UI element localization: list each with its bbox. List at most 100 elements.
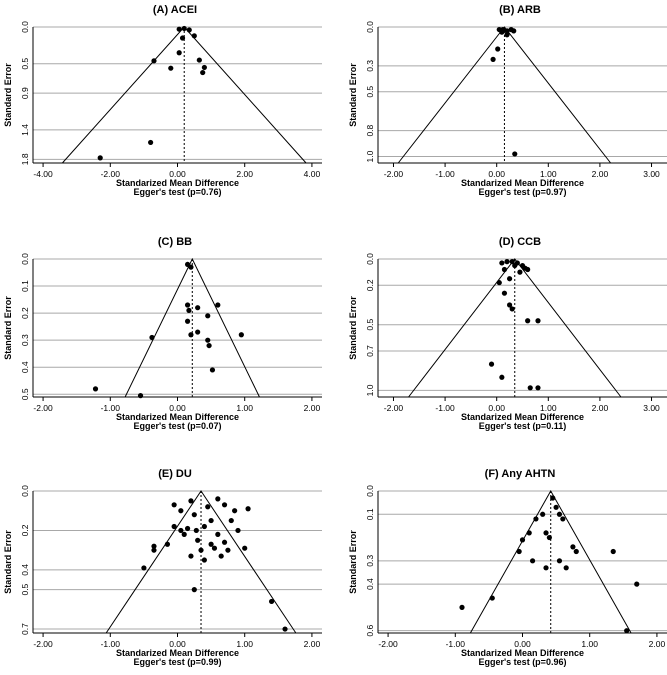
study-point: [490, 56, 496, 62]
y-tick-label: 0.4: [20, 564, 30, 576]
y-tick-label: 0.5: [20, 583, 30, 595]
study-point: [211, 545, 218, 551]
study-point: [195, 305, 201, 311]
study-point: [178, 508, 184, 514]
study-point: [509, 259, 515, 265]
study-point: [527, 385, 533, 391]
egger-test-label: Egger's test (p=0.97): [479, 187, 567, 197]
study-point: [92, 386, 99, 392]
study-point: [516, 548, 522, 555]
study-point: [97, 155, 103, 161]
x-tick-label: 2.00: [649, 639, 666, 649]
y-tick-label: 0.0: [20, 21, 30, 33]
study-point: [634, 581, 640, 587]
study-point: [184, 525, 191, 532]
study-point: [164, 541, 171, 547]
study-point: [517, 269, 523, 275]
study-point: [501, 266, 508, 273]
study-point: [137, 393, 144, 399]
y-axis-label: Standard Error: [348, 63, 358, 127]
egger-test-label: Egger's test (p=0.76): [134, 187, 222, 197]
study-point: [209, 367, 216, 373]
x-tick-label: 1.00: [236, 403, 253, 413]
study-point: [179, 35, 186, 41]
study-point: [511, 28, 517, 34]
study-point: [242, 545, 248, 551]
x-tick-label: -2.00: [384, 403, 404, 413]
study-point: [245, 506, 251, 512]
study-point: [535, 318, 541, 324]
study-point: [215, 531, 221, 537]
study-point: [499, 260, 505, 266]
study-point: [171, 502, 177, 508]
y-tick-label: 0.9: [20, 87, 30, 99]
y-tick-label: 0.0: [365, 485, 375, 497]
study-point: [176, 50, 182, 56]
y-tick-label: 0.2: [365, 279, 375, 291]
y-tick-label: 0.0: [365, 21, 375, 33]
y-tick-label: 0.7: [20, 623, 30, 635]
study-point: [201, 523, 207, 530]
study-point: [149, 334, 155, 341]
study-point: [188, 332, 194, 338]
study-point: [215, 496, 221, 502]
study-point: [218, 553, 224, 559]
y-axis-label: Standard Error: [3, 296, 13, 360]
panel-title: (A) ACEI: [153, 4, 197, 16]
study-point: [195, 537, 201, 543]
funnel-panel-5: (E) DU 0.0 0.2 0.4 0.5 0.7-2.00 -1.00 0.00 1.00 2…: [3, 468, 322, 667]
y-tick-label: 0.2: [20, 524, 30, 536]
study-point: [184, 318, 191, 324]
x-tick-label: 1.00: [540, 403, 557, 413]
funnel-panel-1: (A) ACEI 0.0 0.5 0.9 1.4 1.8-4.00 -2.00 0.00 2.0…: [3, 4, 322, 197]
study-point: [191, 33, 197, 39]
x-tick-label: 1.00: [236, 639, 253, 649]
study-point: [512, 151, 518, 157]
study-point: [171, 523, 177, 530]
y-axis-label: Standard Error: [348, 530, 358, 594]
study-point: [499, 374, 505, 380]
study-point: [151, 547, 157, 553]
study-point: [525, 318, 531, 324]
x-tick-label: -2.00: [378, 639, 398, 649]
panel-title: (B) ARB: [499, 4, 541, 16]
study-point: [526, 530, 532, 536]
x-axis-label: Standarized Mean Difference: [461, 178, 584, 188]
funnel-panel-4: (D) CCB 0.0 0.2 0.5 0.7 1.0 -2.00 -1.00 0.00 1.00…: [348, 236, 667, 431]
x-axis-label: Standarized Mean Difference: [116, 412, 239, 422]
y-tick-label: 0.8: [365, 124, 375, 136]
funnel-panel-3: (C) BB 0.0 0.1 0.2 0.3 0.4 0.5-2.00 -1.00 0.00 1.…: [3, 236, 322, 431]
study-point: [193, 527, 199, 534]
study-point: [191, 587, 197, 593]
y-tick-label: 0.3: [20, 334, 30, 346]
study-point: [525, 266, 531, 273]
egger-test-label: Egger's test (p=0.07): [134, 421, 222, 431]
study-point: [198, 547, 204, 553]
study-point: [495, 46, 501, 52]
y-tick-label: 0.7: [365, 345, 375, 357]
study-point: [151, 543, 157, 549]
study-point: [504, 259, 510, 265]
study-point: [550, 495, 556, 501]
study-point: [506, 276, 513, 282]
study-point: [573, 548, 579, 555]
study-point: [181, 531, 187, 537]
egger-test-label: Egger's test (p=0.99): [134, 657, 222, 667]
study-point: [543, 530, 549, 536]
study-point: [506, 302, 513, 308]
study-point: [200, 69, 206, 76]
x-tick-label: 3.00: [643, 403, 660, 413]
study-point: [186, 307, 192, 314]
study-point: [556, 511, 563, 517]
x-tick-label: -1.00: [435, 169, 455, 179]
egger-test-label: Egger's test (p=0.11): [479, 421, 566, 431]
y-tick-label: 0.5: [365, 86, 375, 98]
y-tick-label: 0.3: [365, 555, 375, 567]
study-point: [501, 290, 508, 296]
study-point: [168, 65, 174, 71]
study-point: [238, 332, 244, 338]
study-point: [560, 516, 566, 522]
y-tick-label: 0.4: [20, 361, 30, 373]
study-point: [215, 302, 221, 308]
study-point: [191, 512, 197, 518]
